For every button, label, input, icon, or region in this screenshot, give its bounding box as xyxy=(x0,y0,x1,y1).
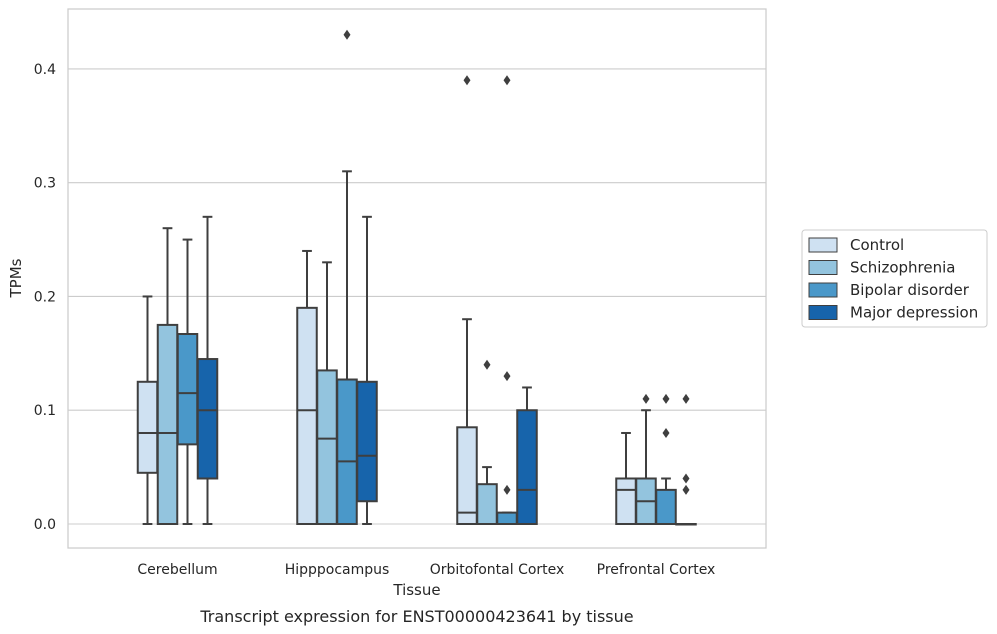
box-body xyxy=(476,483,498,526)
outlier-point xyxy=(503,371,511,382)
outlier-point xyxy=(343,29,351,40)
outlier-point xyxy=(662,393,670,404)
box-body xyxy=(615,477,637,526)
box-control xyxy=(456,75,478,525)
legend-label: Major depression xyxy=(850,304,978,322)
legend-label: Control xyxy=(850,236,904,254)
box-schizophrenia xyxy=(635,393,657,526)
legend-swatch xyxy=(808,305,838,320)
chart-caption: Transcript expression for ENST0000042364… xyxy=(199,607,633,626)
y-tick-label: 0.3 xyxy=(34,176,56,192)
box-body xyxy=(136,380,159,474)
box-control xyxy=(296,249,318,525)
outlier-point xyxy=(503,75,511,86)
box-body xyxy=(156,323,179,525)
box-bipolar-disorder xyxy=(496,75,518,525)
outlier-point xyxy=(682,484,690,495)
legend-swatch xyxy=(808,237,838,253)
outlier-point xyxy=(503,484,511,495)
box-body xyxy=(316,369,338,525)
y-tick-label: 0.0 xyxy=(34,517,56,533)
box-body xyxy=(356,380,378,503)
y-tick-label: 0.2 xyxy=(34,289,56,305)
outlier-point xyxy=(483,359,491,370)
outlier-point xyxy=(662,427,670,438)
box-major-depression xyxy=(196,215,219,525)
plot-area xyxy=(67,8,767,549)
box-major-depression xyxy=(516,386,538,526)
box-bipolar-disorder xyxy=(655,393,677,525)
box-body xyxy=(176,333,199,446)
x-tick-labels: Cerebellum Hipppocampus Orbitofontal Corte… xyxy=(137,562,715,578)
box-body xyxy=(456,426,478,525)
legend-frame xyxy=(801,229,988,328)
outlier-point xyxy=(682,473,690,484)
box-schizophrenia xyxy=(476,359,498,526)
box-body xyxy=(336,378,358,525)
legend-label: Schizophrenia xyxy=(850,259,955,277)
box-bipolar-disorder xyxy=(336,29,358,525)
box-major-depression xyxy=(356,215,378,525)
box-body xyxy=(516,409,538,526)
box-body xyxy=(496,511,518,525)
box-bipolar-disorder xyxy=(176,238,199,525)
box-major-depression xyxy=(675,393,697,526)
outlier-point xyxy=(463,75,471,86)
legend: Control Schizophrenia Bipolar disorder Majo… xyxy=(801,229,988,328)
y-tick-labels: 0.0 0.1 0.2 0.3 0.4 xyxy=(34,62,56,533)
legend-swatch xyxy=(808,260,838,275)
y-tick-label: 0.1 xyxy=(34,403,56,419)
box-body xyxy=(296,306,318,525)
x-axis-label: Tissue xyxy=(392,581,440,599)
legend-swatch xyxy=(808,282,838,298)
y-axis-label: TPMs xyxy=(7,258,25,298)
box-body xyxy=(655,488,677,525)
y-tick-label: 0.4 xyxy=(34,62,56,78)
box-control xyxy=(136,295,159,525)
x-tick-label: Cerebellum xyxy=(137,562,217,578)
boxes xyxy=(136,29,697,526)
outlier-point xyxy=(642,393,650,404)
box-body xyxy=(196,358,219,480)
x-tick-label: Hipppocampus xyxy=(285,562,390,578)
x-tick-label: Prefrontal Cortex xyxy=(597,562,716,578)
legend-label: Bipolar disorder xyxy=(850,281,970,299)
x-tick-label: Orbitofontal Cortex xyxy=(430,562,565,578)
outlier-point xyxy=(682,393,690,404)
